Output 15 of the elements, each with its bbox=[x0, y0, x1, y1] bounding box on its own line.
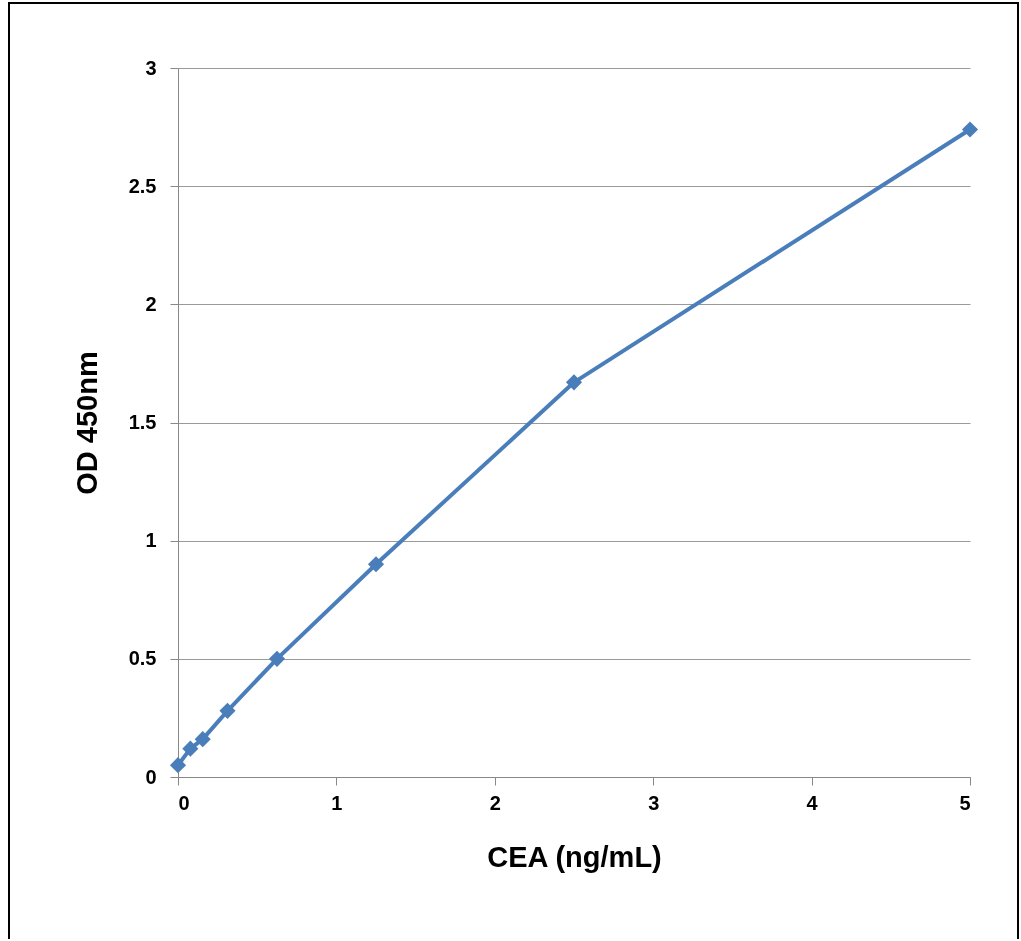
x-tick-label: 4 bbox=[806, 791, 819, 814]
y-tick-label: 1.5 bbox=[128, 411, 157, 433]
x-tick-label: 3 bbox=[648, 791, 660, 814]
y-tick-label: 2 bbox=[145, 292, 157, 315]
x-tick-label: 1 bbox=[331, 791, 343, 814]
y-tick-label: 0 bbox=[145, 765, 157, 788]
x-axis-title: CEA (ng/mL) bbox=[487, 840, 662, 873]
x-tick-label: 2 bbox=[489, 791, 501, 814]
y-tick-label: 0.5 bbox=[128, 647, 157, 670]
x-tick-label: 0 bbox=[178, 791, 190, 814]
x-tick-label: 5 bbox=[959, 791, 971, 814]
y-tick-label: 3 bbox=[145, 56, 157, 79]
y-axis-title: OD 450nm bbox=[70, 351, 103, 495]
y-tick-label: 1 bbox=[145, 529, 157, 552]
y-tick-label: 2.5 bbox=[128, 174, 157, 197]
